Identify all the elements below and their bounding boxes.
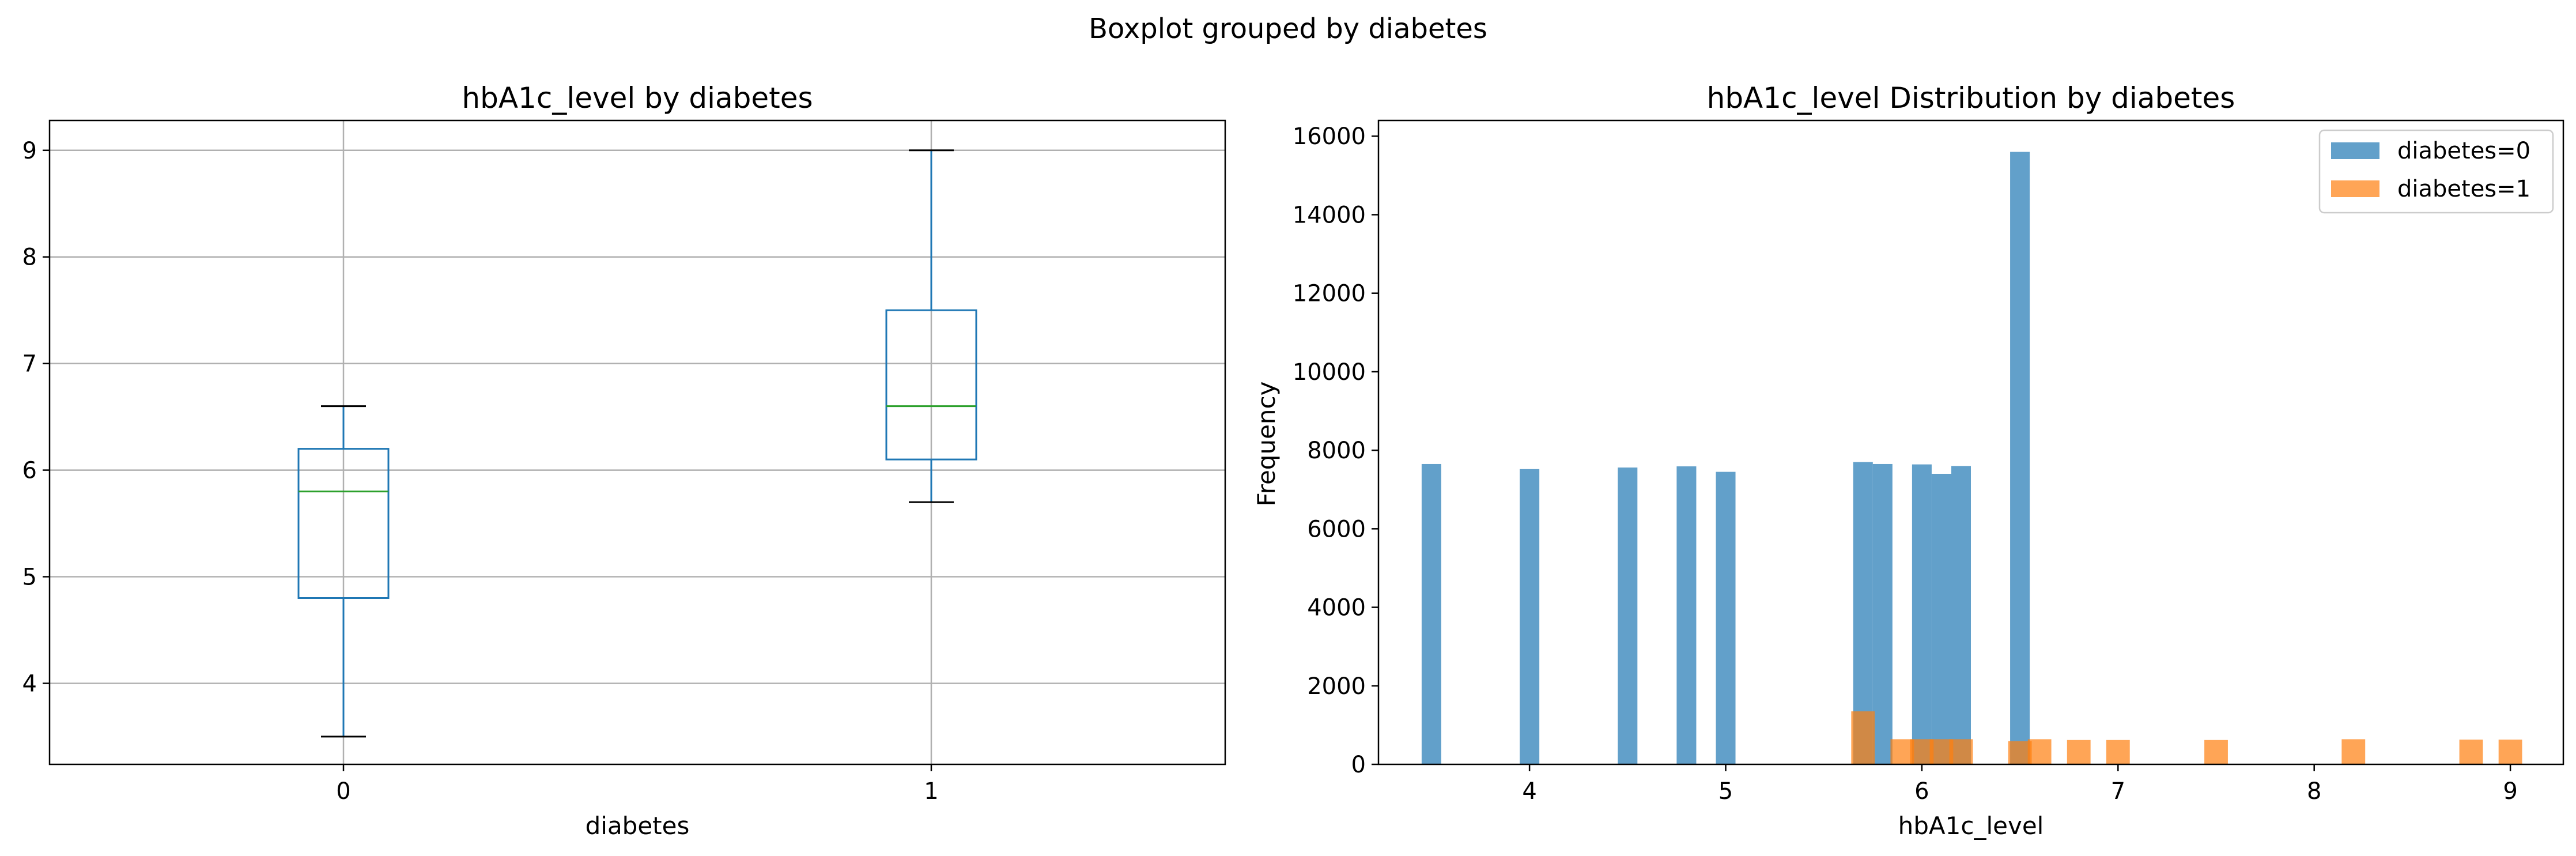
hist-bar-diabetes-0 [1872,463,1893,764]
hist-bar-diabetes-0 [1676,466,1697,764]
histogram-y-tick-label: 10000 [1293,359,1366,386]
boxplot-x-tick-label: 1 [924,778,938,805]
boxplot-title: hbA1c_level by diabetes [462,81,813,115]
box-1-iqr [885,309,977,461]
hist-bar-diabetes-0 [1716,472,1736,764]
histogram-x-axis-label: hbA1c_level [1898,812,2044,840]
hist-bar-diabetes-1 [2027,739,2052,764]
hist-bar-diabetes-0 [1618,467,1638,764]
boxplot-y-tick-label: 6 [22,458,37,484]
hist-bar-diabetes-0 [1912,464,1932,764]
boxplot-y-tick-label: 7 [22,351,37,378]
hist-bar-diabetes-1 [2106,740,2130,764]
hist-bar-diabetes-0 [2010,152,2030,764]
hist-bar-diabetes-1 [1851,711,1875,764]
boxplot-y-tick-label: 5 [22,564,37,591]
boxplot-marks [297,149,977,738]
histogram-y-tick-label: 2000 [1307,673,1366,700]
hist-bar-diabetes-1 [2067,740,2091,764]
histogram-title: hbA1c_level Distribution by diabetes [1707,81,2235,115]
histogram-axes-frame [1377,119,2564,766]
histogram-y-tick-label: 4000 [1307,595,1366,621]
boxplot-grid [50,120,1225,764]
histogram-panel: hbA1c_level Distribution by diabetes 4 5 6… [1252,81,2564,840]
boxplot-panel: hbA1c_level by diabetes 4 5 6 7 8 9 0 1 diabete… [22,81,1226,840]
figure-suptitle: Boxplot grouped by diabetes [1089,13,1487,45]
box-0-iqr [297,448,390,599]
boxplot-x-tick-label: 0 [336,778,350,805]
histogram-y-tick-label: 6000 [1307,516,1366,542]
histogram-y-tick-label: 16000 [1293,123,1366,150]
hist-bar-diabetes-0 [1951,466,1971,764]
histogram-y-tick-label: 8000 [1307,438,1366,464]
histogram-y-axis-label: Frequency [1252,382,1281,507]
legend-label-diabetes-0: diabetes=0 [2397,138,2530,164]
legend-label-diabetes-1: diabetes=1 [2397,176,2530,202]
boxplot-x-axis-label: diabetes [586,812,690,840]
boxplot-axes-frame [48,119,1226,766]
boxplot-y-tick-label: 4 [22,670,37,697]
hist-bar-diabetes-0 [1520,469,1540,764]
histogram-x-tick-label: 5 [1718,778,1733,805]
histogram-y-tick-label: 12000 [1293,281,1366,307]
histogram-ticks: 4 5 6 7 8 9 0 2000 4000 6000 8000 10000 12000 14000 16… [1293,123,2518,805]
histogram-x-tick-label: 4 [1522,778,1536,805]
histogram-legend: diabetes=0 diabetes=1 [2318,129,2554,214]
histogram-x-tick-label: 8 [2307,778,2321,805]
boxplot-y-tick-label: 8 [22,244,37,271]
boxplot-ticks: 4 5 6 7 8 9 0 1 [22,138,939,805]
histogram-y-tick-label: 14000 [1293,202,1366,228]
boxplot-y-tick-label: 9 [22,138,37,164]
hist-bar-diabetes-1 [2204,740,2228,764]
legend-swatch-diabetes-1 [2331,180,2379,197]
histogram-x-tick-label: 9 [2503,778,2517,805]
hist-bar-diabetes-1 [1949,739,1973,764]
histogram-x-tick-label: 6 [1914,778,1929,805]
hist-bar-diabetes-0 [1421,463,1441,764]
legend-swatch-diabetes-0 [2331,142,2379,159]
histogram-bars [1421,152,2522,764]
hist-bar-diabetes-1 [2459,740,2483,764]
histogram-y-tick-label: 0 [1351,752,1366,778]
hist-bar-diabetes-1 [2341,739,2366,764]
hist-bar-diabetes-0 [1931,473,1951,764]
histogram-x-tick-label: 7 [2111,778,2125,805]
hist-bar-diabetes-1 [2498,740,2522,764]
